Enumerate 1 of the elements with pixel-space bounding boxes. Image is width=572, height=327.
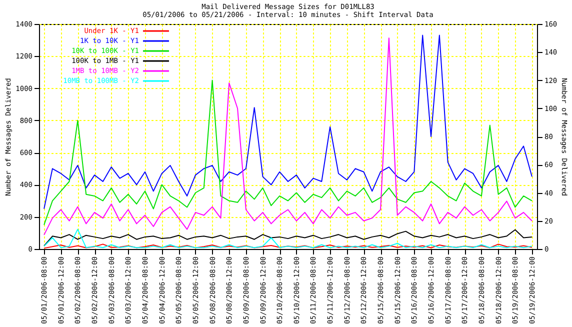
- line-series: [44, 80, 532, 226]
